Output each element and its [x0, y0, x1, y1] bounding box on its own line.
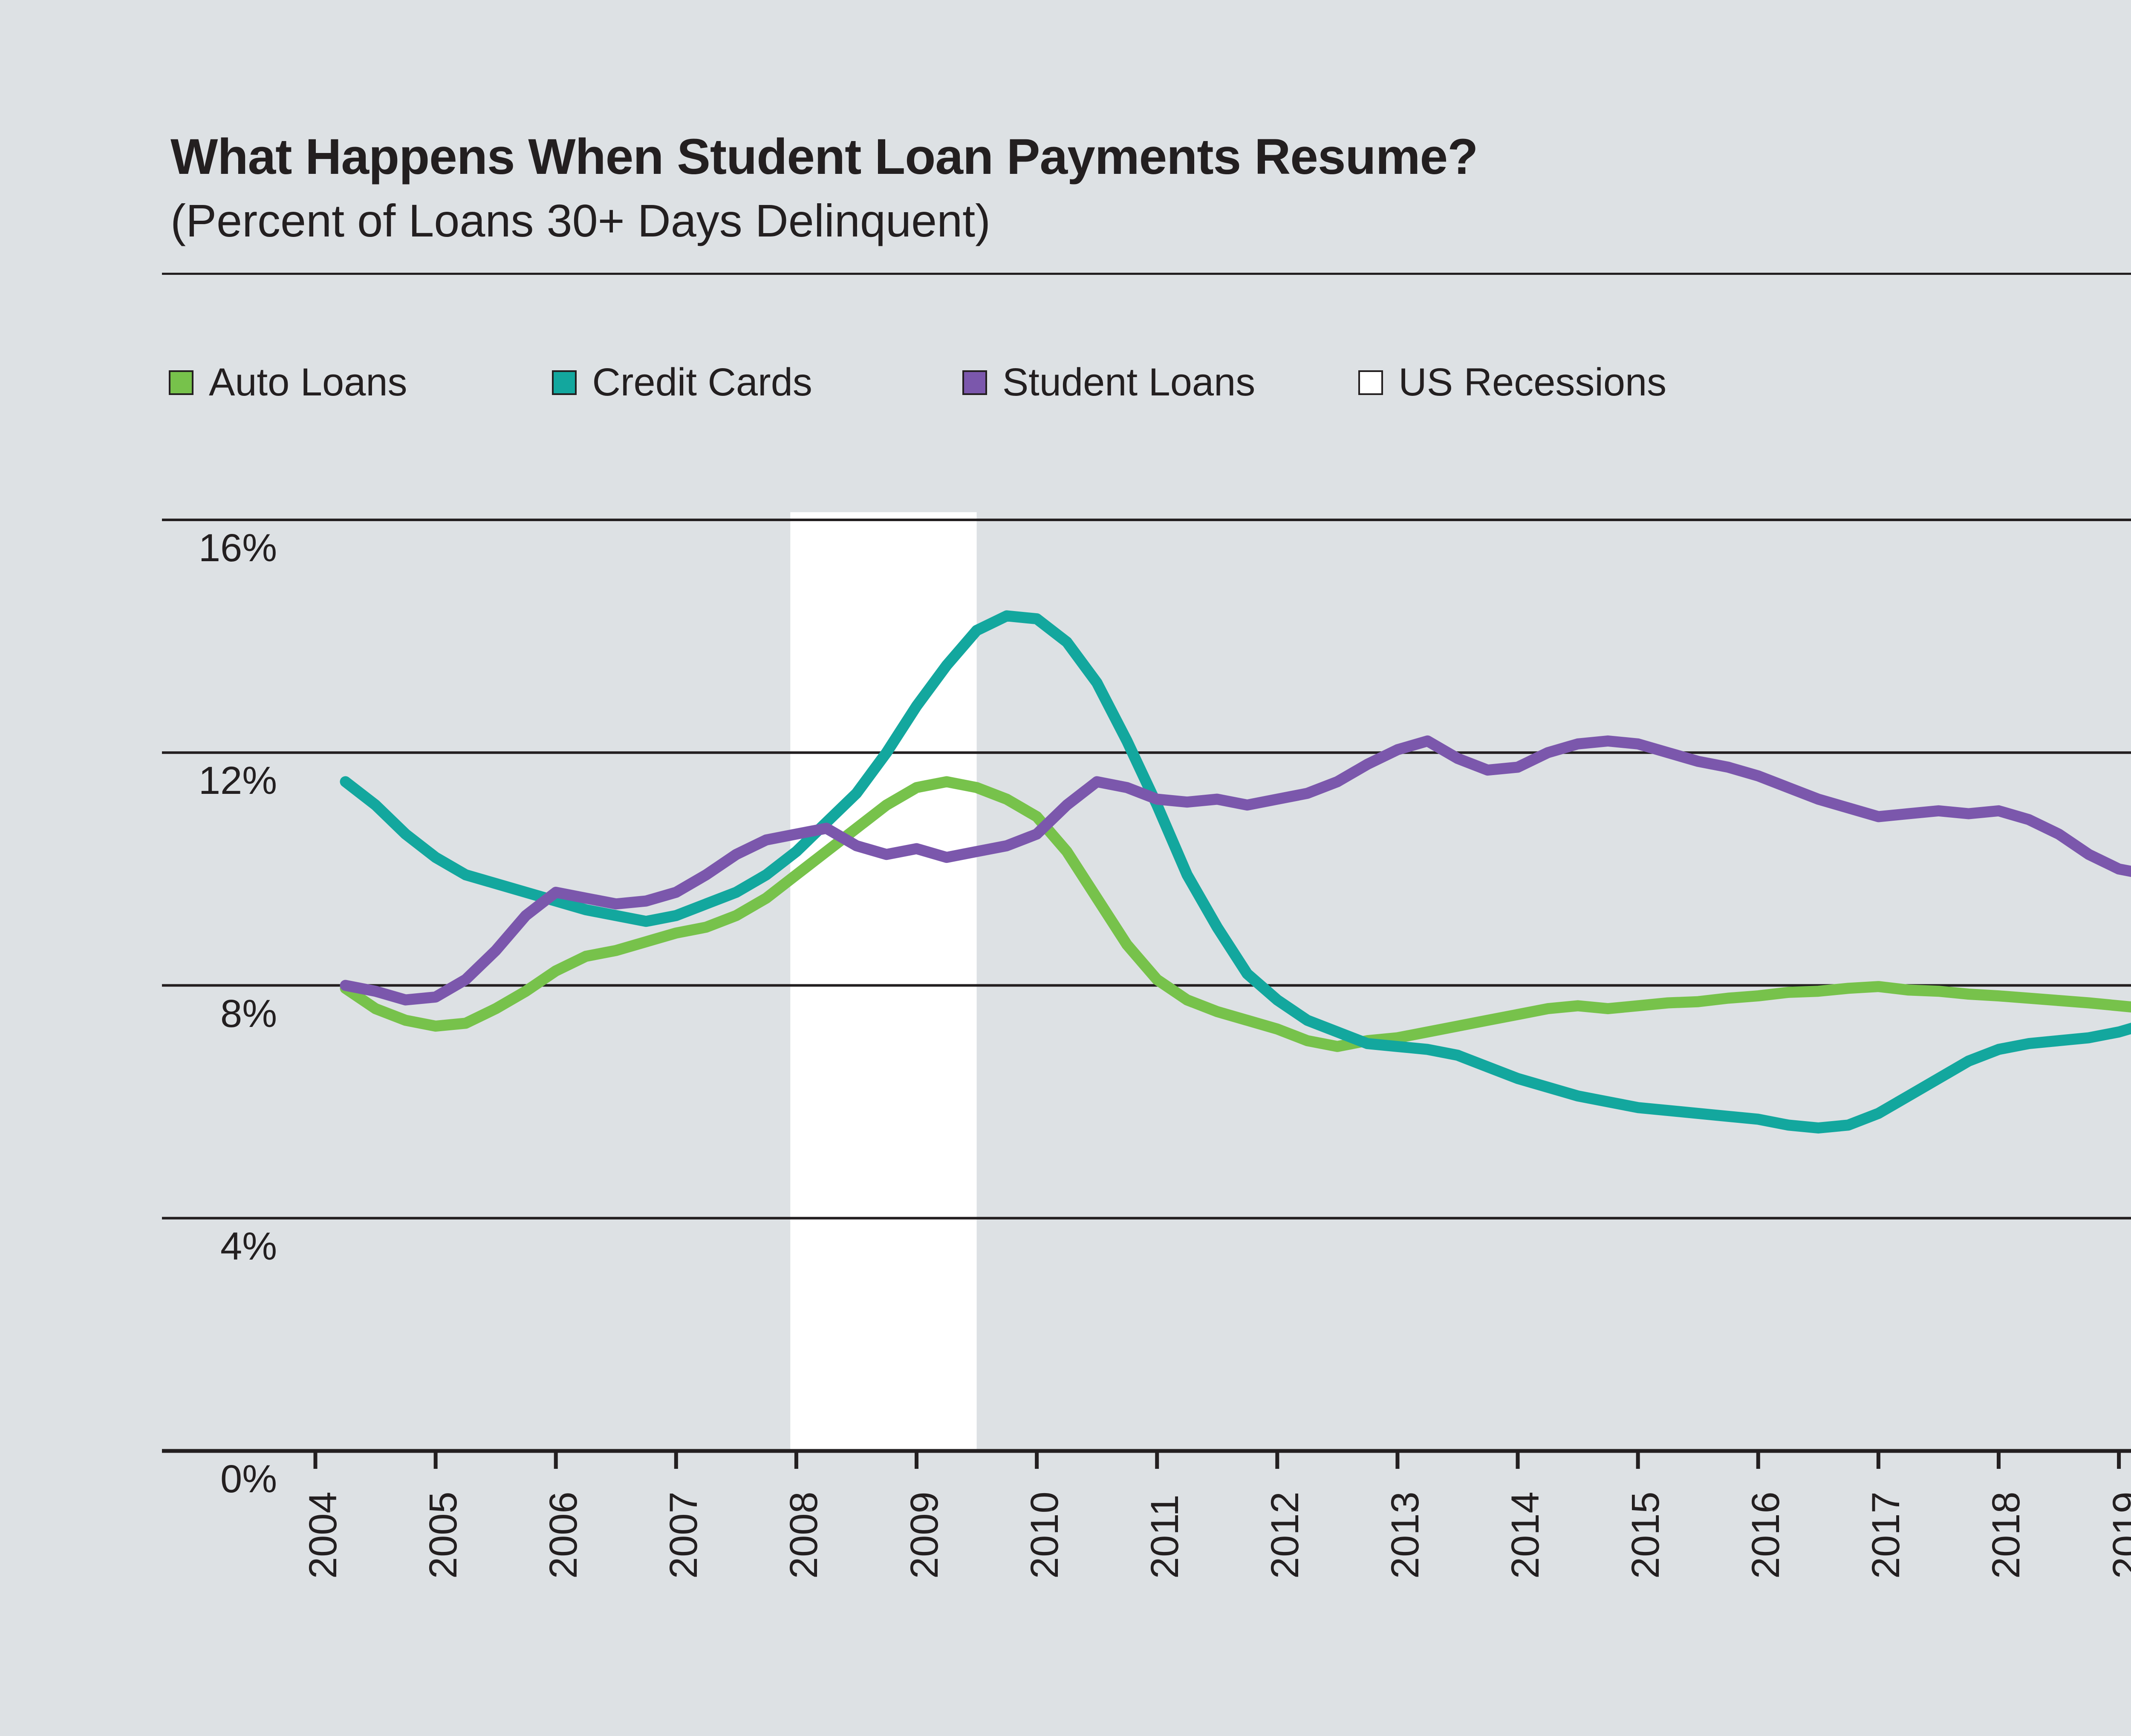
y-axis-tick-label: 12%	[198, 759, 277, 803]
recession-band	[790, 512, 977, 1452]
x-axis-tick-label: 2019	[2105, 1491, 2131, 1579]
square-swatch-icon	[962, 370, 987, 395]
x-axis-tick-label: 2006	[542, 1491, 586, 1579]
page-subtitle: (Percent of Loans 30+ Days Delinquent)	[170, 195, 991, 246]
x-axis-tick-label: 2017	[1864, 1491, 1908, 1579]
square-swatch-icon	[169, 370, 193, 395]
legend-item-student-loans[interactable]: Student Loans	[962, 360, 1255, 405]
x-axis-tick-label: 2005	[422, 1491, 465, 1579]
header-divider	[162, 273, 2131, 275]
chart-legend: Auto Loans Credit Cards Student Loans US…	[169, 360, 1666, 405]
x-axis-tick-label: 2004	[301, 1491, 345, 1579]
legend-label: Credit Cards	[592, 360, 812, 404]
square-swatch-icon	[552, 370, 577, 395]
x-axis-tick-label: 2012	[1263, 1491, 1307, 1579]
legend-label: Auto Loans	[209, 360, 407, 404]
series-line-auto-loans	[340, 776, 2131, 1052]
x-axis-tick-label: 2007	[662, 1491, 706, 1579]
series-line-student-loans	[340, 735, 2131, 1006]
y-axis-tick-label: 4%	[220, 1224, 277, 1268]
x-axis-tick-label: 2014	[1504, 1491, 1548, 1579]
y-axis-tick-label: 8%	[220, 992, 277, 1035]
x-axis-tick-label: 2008	[782, 1491, 826, 1579]
x-axis-tick-label: 2010	[1022, 1491, 1066, 1579]
x-axis-tick-label: 2009	[902, 1491, 946, 1579]
legend-label: Student Loans	[1002, 360, 1256, 404]
y-axis-tick-label: 0%	[220, 1457, 277, 1501]
x-axis-tick-label: 2018	[1984, 1491, 2028, 1579]
square-swatch-icon	[1358, 370, 1383, 395]
x-axis-tick-label: 2015	[1624, 1491, 1668, 1579]
page-title: What Happens When Student Loan Payments …	[170, 129, 1478, 185]
series-line-credit-cards	[340, 610, 2131, 1134]
legend-label: US Recessions	[1398, 360, 1667, 404]
x-axis-tick-label: 2016	[1744, 1491, 1788, 1579]
legend-item-auto-loans[interactable]: Auto Loans	[169, 360, 407, 405]
y-axis-tick-label: 16%	[198, 526, 277, 570]
x-axis-tick-label: 2013	[1383, 1491, 1427, 1579]
x-axis-tick-label: 2011	[1143, 1494, 1187, 1579]
legend-item-credit-cards[interactable]: Credit Cards	[552, 360, 812, 405]
legend-item-us-recessions[interactable]: US Recessions	[1358, 360, 1666, 405]
